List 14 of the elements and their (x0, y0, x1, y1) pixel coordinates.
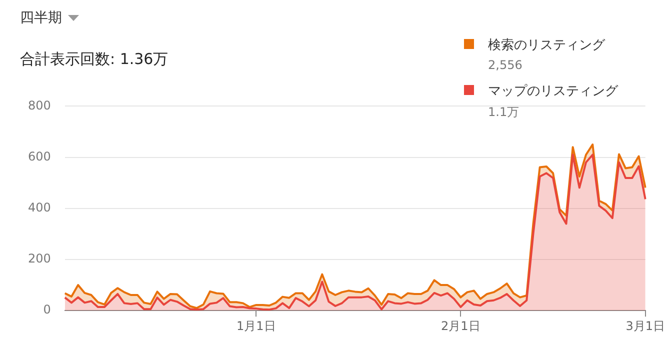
x-tick-label: 1月1日 (236, 318, 276, 333)
y-tick-label: 600 (28, 149, 51, 164)
x-tick-label: 2月1日 (441, 318, 480, 333)
text: 2,556 (488, 58, 524, 72)
y-tick-label: 400 (28, 200, 51, 215)
legend-label: 検索のリスティング (488, 37, 605, 54)
legend-label: マップのリスティング (488, 83, 618, 100)
chart-title: 四半期 (20, 9, 62, 27)
y-tick-label: 800 (28, 98, 51, 112)
x-tick-label: 3月1日 (626, 318, 666, 333)
y-tick-label: 200 (28, 252, 51, 266)
annotation: 1.1万 (488, 104, 520, 121)
chart-subtitle: 合計表示回数: 1.36万 (20, 50, 168, 69)
y-tick-label: 0 (43, 302, 51, 317)
